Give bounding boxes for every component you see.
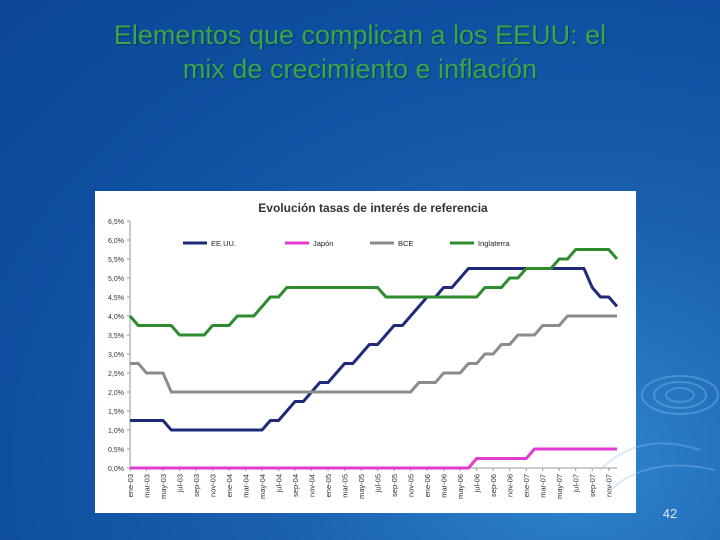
x-tick-label: may-07 <box>555 474 564 499</box>
slide-title-line-1: Elementos que complican a los EEUU: el <box>113 20 607 50</box>
x-tick-label: nov-07 <box>605 474 614 497</box>
x-tick-label: mar-04 <box>242 474 251 498</box>
y-tick-label: 1,0% <box>108 428 124 435</box>
y-tick-label: 3,5% <box>108 333 124 340</box>
y-tick-label: 4,0% <box>108 314 124 321</box>
x-tick-label: ene-04 <box>225 474 234 497</box>
x-tick-label: nov-04 <box>308 474 317 497</box>
y-tick-label: 3,0% <box>108 352 124 359</box>
legend-label: EE.UU. <box>211 239 236 248</box>
page-number: 42 <box>662 506 678 521</box>
slide-title: Elementos que complican a los EEUU: el m… <box>20 18 700 86</box>
legend-label: BCE <box>398 239 413 248</box>
slide-title-line-2: mix de crecimiento e inflación <box>182 54 538 84</box>
chart-title: Evolución tasas de interés de referencia <box>258 201 488 215</box>
y-tick-label: 0,0% <box>108 466 124 473</box>
x-tick-label: mar-05 <box>341 474 350 498</box>
y-tick-label: 4,5% <box>108 295 124 302</box>
x-tick-label: jul-07 <box>572 474 581 493</box>
legend: EE.UU. Japón BCE Inglaterra <box>183 239 511 248</box>
x-tick-label: ene-03 <box>126 474 135 497</box>
x-tick-label: may-04 <box>258 474 267 499</box>
legend-label: Inglaterra <box>478 239 511 248</box>
series-line-ee-uu- <box>130 267 619 432</box>
x-tick-label: jul-06 <box>473 474 482 493</box>
chart-container: Evolución tasas de interés de referencia… <box>95 191 636 513</box>
series-line-inglaterra <box>128 248 619 337</box>
x-tick-label: jul-05 <box>374 474 383 493</box>
x-tick-label: sep-03 <box>192 474 201 497</box>
y-tick-label: 5,0% <box>108 276 124 283</box>
x-tick-label: sep-06 <box>489 474 498 497</box>
y-tick-label: 0,5% <box>108 447 124 454</box>
legend-label: Japón <box>313 239 333 248</box>
x-tick-label: may-06 <box>456 474 465 499</box>
y-tick-label: 1,5% <box>108 409 124 416</box>
x-tick-label: jul-04 <box>275 474 284 493</box>
y-tick-label: 2,5% <box>108 371 124 378</box>
x-tick-label: mar-06 <box>440 474 449 498</box>
x-tick-label: mar-03 <box>143 474 152 498</box>
x-tick-label: ene-07 <box>522 474 531 497</box>
series-line-jap-n <box>130 447 617 470</box>
x-tick-label: nov-06 <box>506 474 515 497</box>
y-tick-label: 6,5% <box>108 219 124 226</box>
x-tick-label: mar-07 <box>539 474 548 498</box>
y-tick-label: 6,0% <box>108 238 124 245</box>
series-lines <box>128 248 619 470</box>
x-axis: ene-03 mar-03 may-03 jul-03 sep-03 nov-03 ene-… <box>126 467 617 499</box>
y-axis: 0,0% 0,5% 1,0% 1,5% 2,0% 2,5% 3,0% 3,5% 4,0% 4,5%… <box>108 219 131 473</box>
series-line-bce <box>130 314 617 394</box>
x-tick-label: sep-04 <box>291 474 300 497</box>
x-tick-label: jul-03 <box>176 474 185 493</box>
y-tick-label: 2,0% <box>108 390 124 397</box>
x-tick-label: nov-05 <box>407 474 416 497</box>
x-tick-label: sep-05 <box>390 474 399 497</box>
x-tick-label: nov-03 <box>209 474 218 497</box>
x-tick-label: ene-06 <box>423 474 432 497</box>
y-tick-label: 5,5% <box>108 257 124 264</box>
x-tick-label: may-03 <box>159 474 168 499</box>
x-tick-label: ene-05 <box>324 474 333 497</box>
x-tick-label: sep-07 <box>588 474 597 497</box>
interest-rate-chart: Evolución tasas de interés de referencia… <box>108 201 619 499</box>
x-tick-label: may-05 <box>357 474 366 499</box>
